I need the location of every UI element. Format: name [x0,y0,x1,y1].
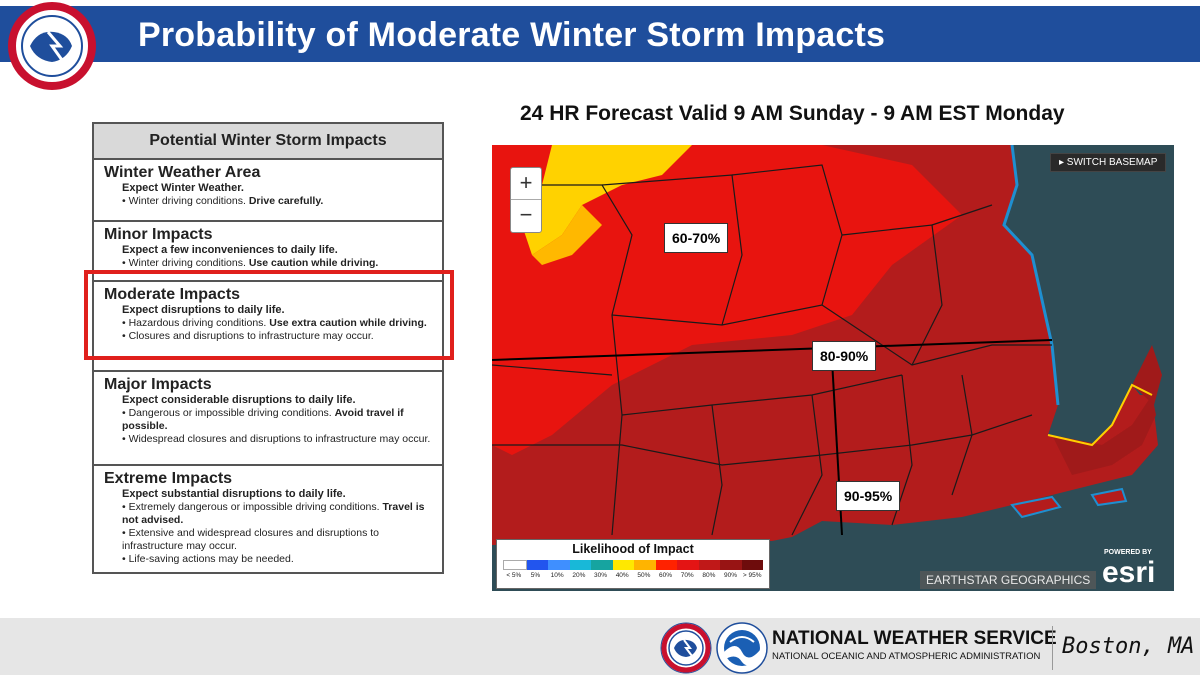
bullet-text: Winter driving conditions. [128,195,249,207]
impact-section-extreme: Extreme Impacts Expect substantial disru… [94,466,442,574]
footer [0,618,1200,675]
legend-tick: < 5% [506,572,522,579]
legend-swatch [612,560,634,570]
impact-section-major: Major Impacts Expect considerable disrup… [94,372,442,466]
map-label-80-90: 80-90% [812,341,877,371]
moderate-highlight-box [84,270,454,360]
impact-bullet: • Extensive and widespread closures and … [122,527,379,552]
esri-logo: esri [1102,556,1156,589]
bullet-emphasis: Drive carefully. [248,195,324,207]
impact-expect: Expect substantial disruptions to daily … [122,488,346,500]
footer-divider [1052,626,1053,670]
bullet-text: Winter driving conditions. [128,257,249,269]
impact-title: Extreme Impacts [104,470,233,487]
legend-swatch [591,560,613,570]
zoom-in-button[interactable]: + [511,168,541,200]
footer-agency-name: NATIONAL WEATHER SERVICE [772,628,1057,649]
zoom-out-button[interactable]: − [519,202,533,227]
impact-expect: Expect a few inconveniences to daily lif… [122,244,338,256]
legend-swatch [655,560,677,570]
impact-bullet: • Life-saving actions may be needed. [122,553,294,565]
legend-tick: > 95% [742,572,762,579]
header: Probability of Moderate Winter Storm Imp… [0,0,1200,90]
map-label-90-95: 90-95% [836,481,901,511]
legend-tick: 80% [702,572,716,579]
legend-ticks: < 5% 5% 10% 20% 30% 40% 50% 60% 70% 80% … [503,572,763,579]
map-subtitle: 24 HR Forecast Valid 9 AM Sunday - 9 AM … [520,102,1065,125]
impact-section-winter-weather: Winter Weather Area Expect Winter Weathe… [94,160,442,222]
impact-section-minor: Minor Impacts Expect a few inconvenience… [94,222,442,282]
bullet-text: Dangerous or impossible driving conditio… [128,407,335,419]
impact-bullet: • Widespread closures and disruptions to… [122,433,431,445]
impact-bullet: • Extremely dangerous or impossible driv… [122,501,425,526]
legend-swatch [677,560,699,570]
legend-tick: 70% [680,572,694,579]
legend-swatch [569,560,591,570]
bullet-emphasis: Use extra caution while driving. [269,317,427,329]
bullet-emphasis: Travel is not advised. [122,501,425,526]
legend-swatch [503,560,527,570]
impact-title: Winter Weather Area [104,164,261,181]
map-label-60-70: 60-70% [664,223,729,253]
impact-bullet: • Winter driving conditions. Drive caref… [122,195,324,207]
bullet-text: Extensive and widespread closures and di… [122,527,379,552]
impact-title: Major Impacts [104,376,212,393]
title-bar: Probability of Moderate Winter Storm Imp… [0,6,1200,62]
nws-logo-icon [8,2,96,90]
footer-office-location: Boston, MA [1062,634,1195,659]
legend-tick: 10% [550,572,564,579]
legend-swatch [698,560,720,570]
legend-color-bar [503,560,763,570]
impact-section-moderate: Moderate Impacts Expect disruptions to d… [94,282,442,372]
bullet-text: Extremely dangerous or impossible drivin… [128,501,383,513]
bullet-text: Life-saving actions may be needed. [128,553,294,565]
switch-basemap-button[interactable]: ▸ SWITCH BASEMAP [1050,153,1167,172]
impact-expect: Expect disruptions to daily life. [122,304,285,316]
impact-bullet: • Hazardous driving conditions. Use extr… [122,317,427,329]
impacts-heading: Potential Winter Storm Impacts [94,124,442,160]
legend-tick: 60% [659,572,673,579]
legend-swatch [741,560,763,570]
zoom-control: + − [510,167,542,233]
legend-title: Likelihood of Impact [572,542,694,556]
impact-title: Minor Impacts [104,226,213,243]
impact-title: Moderate Impacts [104,286,241,303]
bullet-text: Widespread closures and disruptions to i… [128,433,431,445]
impact-map[interactable]: + − ▸ SWITCH BASEMAP 60-70% 80-90% 90-95… [492,145,1174,591]
footer-parent-agency: NATIONAL OCEANIC AND ATMOSPHERIC ADMINIS… [772,651,1041,662]
impact-bullet: • Winter driving conditions. Use caution… [122,257,379,269]
impacts-table: Potential Winter Storm Impacts Winter We… [92,122,444,574]
bullet-text: Closures and disruptions to infrastructu… [128,330,374,342]
bullet-emphasis: Avoid travel if possible. [122,407,404,432]
legend-tick: 90% [724,572,738,579]
impact-expect: Expect Winter Weather. [122,182,244,194]
legend-swatch [548,560,570,570]
page-title: Probability of Moderate Winter Storm Imp… [138,16,886,54]
legend-swatch [526,560,548,570]
impact-bullet: • Dangerous or impossible driving condit… [122,407,404,432]
powered-by-label: POWERED BY [1104,549,1152,556]
legend-tick: 5% [530,572,541,579]
impact-expect: Expect considerable disruptions to daily… [122,394,356,406]
noaa-logo-icon [716,622,768,674]
legend-tick: 50% [637,572,651,579]
nws-small-logo-icon [660,622,712,674]
basemap-attribution: EARTHSTAR GEOGRAPHICS [920,571,1097,589]
legend-swatch [634,560,656,570]
legend-tick: 20% [572,572,586,579]
legend-tick: 40% [615,572,629,579]
impact-bullet: • Closures and disruptions to infrastruc… [122,330,374,342]
bullet-text: Hazardous driving conditions. [128,317,270,329]
bullet-emphasis: Use caution while driving. [248,257,379,269]
legend-swatch [720,560,742,570]
legend-tick: 30% [594,572,608,579]
likelihood-legend: Likelihood of Impact < 5% 5% 10% 20% 30%… [496,539,770,589]
